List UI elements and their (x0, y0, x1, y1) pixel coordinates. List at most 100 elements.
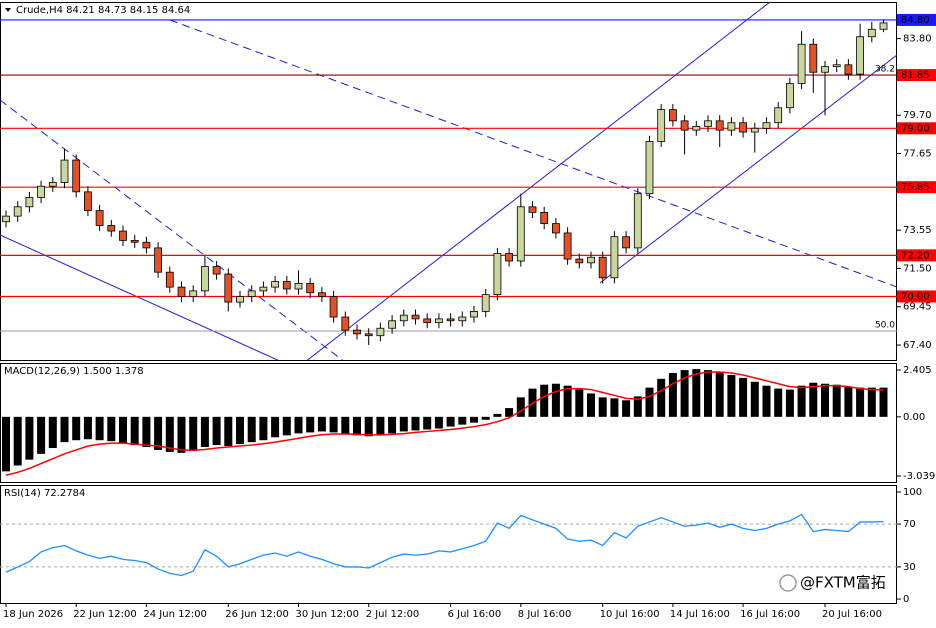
macd-bar (587, 393, 595, 417)
macd-bar (189, 416, 198, 451)
candle-body (60, 159, 69, 183)
macd-bar (563, 385, 572, 417)
candle-body (271, 281, 280, 288)
candle-body (107, 225, 116, 232)
y-tick-label: 0 (903, 594, 909, 605)
level-box (897, 290, 936, 303)
candle-body (25, 197, 34, 208)
candle-body (458, 316, 467, 322)
macd-bar (48, 416, 57, 448)
candle-body (715, 120, 724, 131)
macd-bar (154, 416, 163, 450)
macd-bar (809, 382, 818, 417)
channel-line (599, 54, 897, 284)
macd-bar (739, 377, 748, 417)
candle-body (598, 256, 607, 279)
candle-body (212, 266, 221, 275)
candle-body (411, 314, 420, 320)
macd-bar (493, 413, 502, 417)
candle-body (821, 66, 829, 73)
candle-body (72, 159, 81, 193)
main-panel-frame (0, 2, 897, 361)
level-label: 79.00 (901, 123, 930, 134)
x-tick-label: 6 Jul 16:00 (448, 609, 502, 620)
candle-body (610, 236, 619, 279)
level-label: 75.85 (901, 182, 930, 193)
channel-line (0, 234, 279, 360)
x-tick-label: 2 Jul 12:00 (366, 609, 420, 620)
macd-bar (399, 416, 408, 432)
candle-body (505, 253, 514, 262)
macd-bar (762, 385, 771, 417)
y-tick-label: 2.405 (903, 365, 932, 376)
macd-bar (470, 416, 478, 423)
candle-body (844, 64, 853, 75)
macd-bar (25, 416, 34, 460)
macd-bar (856, 387, 865, 417)
macd-bar (423, 416, 432, 430)
macd-bar (271, 416, 280, 438)
macd-bar (388, 416, 397, 434)
x-tick-label: 24 Jun 12:00 (143, 609, 207, 620)
macd-bar (353, 416, 361, 436)
x-tick-label: 16 Jul 16:00 (740, 609, 800, 620)
candle-body (364, 333, 373, 337)
macd-bar (411, 416, 420, 431)
macd-bar (13, 416, 22, 466)
macd-bar (72, 416, 81, 441)
candle-body (259, 286, 268, 292)
macd-bar (282, 416, 291, 436)
candle-body (657, 109, 666, 142)
macd-bar (645, 387, 654, 417)
candle-body (528, 206, 537, 213)
y-tick-label: -3.039 (903, 471, 935, 482)
candle-body (832, 64, 841, 68)
macd-bar (2, 416, 10, 472)
macd-bar (119, 416, 127, 444)
macd-bar (200, 416, 209, 448)
macd-title: MACD(12,26,9) 1.500 1.378 (4, 366, 144, 377)
candle-body (704, 120, 712, 127)
candle-body (317, 292, 326, 297)
macd-bar (446, 416, 455, 427)
macd-bar (481, 416, 490, 420)
candle-body (294, 282, 303, 290)
candle-body (423, 318, 432, 324)
macd-bar (774, 388, 783, 417)
macd-bar (692, 369, 701, 417)
candle-body (165, 271, 174, 288)
candle-body (189, 290, 198, 297)
candle-body (48, 182, 57, 187)
x-tick-label: 22 Jun 12:00 (73, 609, 137, 620)
macd-bar (224, 416, 233, 447)
macd-bar (142, 416, 151, 448)
candle-body (130, 240, 139, 243)
candle-body (493, 253, 502, 296)
level-label: 81.85 (901, 70, 930, 81)
macd-bar (727, 374, 736, 417)
candle-body (692, 126, 701, 131)
macd-bar (458, 416, 467, 425)
candle-body (306, 282, 315, 294)
level-box (897, 122, 936, 135)
candle-body (84, 191, 92, 211)
trend-line (0, 99, 344, 360)
candle-body (329, 296, 338, 318)
macd-bar (212, 416, 221, 446)
macd-bar (575, 389, 584, 417)
menu-arrow (5, 8, 11, 12)
macd-bar (130, 416, 139, 446)
macd-bar (551, 383, 560, 417)
candle-body (142, 241, 151, 249)
macd-bar (657, 378, 666, 417)
candle-body (762, 122, 771, 129)
macd-bar (434, 416, 443, 429)
channel-line (306, 2, 771, 360)
macd-bar (704, 370, 712, 417)
y-tick-label: 100 (903, 487, 922, 498)
x-tick-label: 14 Jul 16:00 (670, 609, 730, 620)
x-tick-label: 10 Jul 16:00 (600, 609, 660, 620)
candle-body (388, 320, 397, 329)
macd-bar (785, 389, 794, 417)
trend-lines (0, 2, 897, 360)
